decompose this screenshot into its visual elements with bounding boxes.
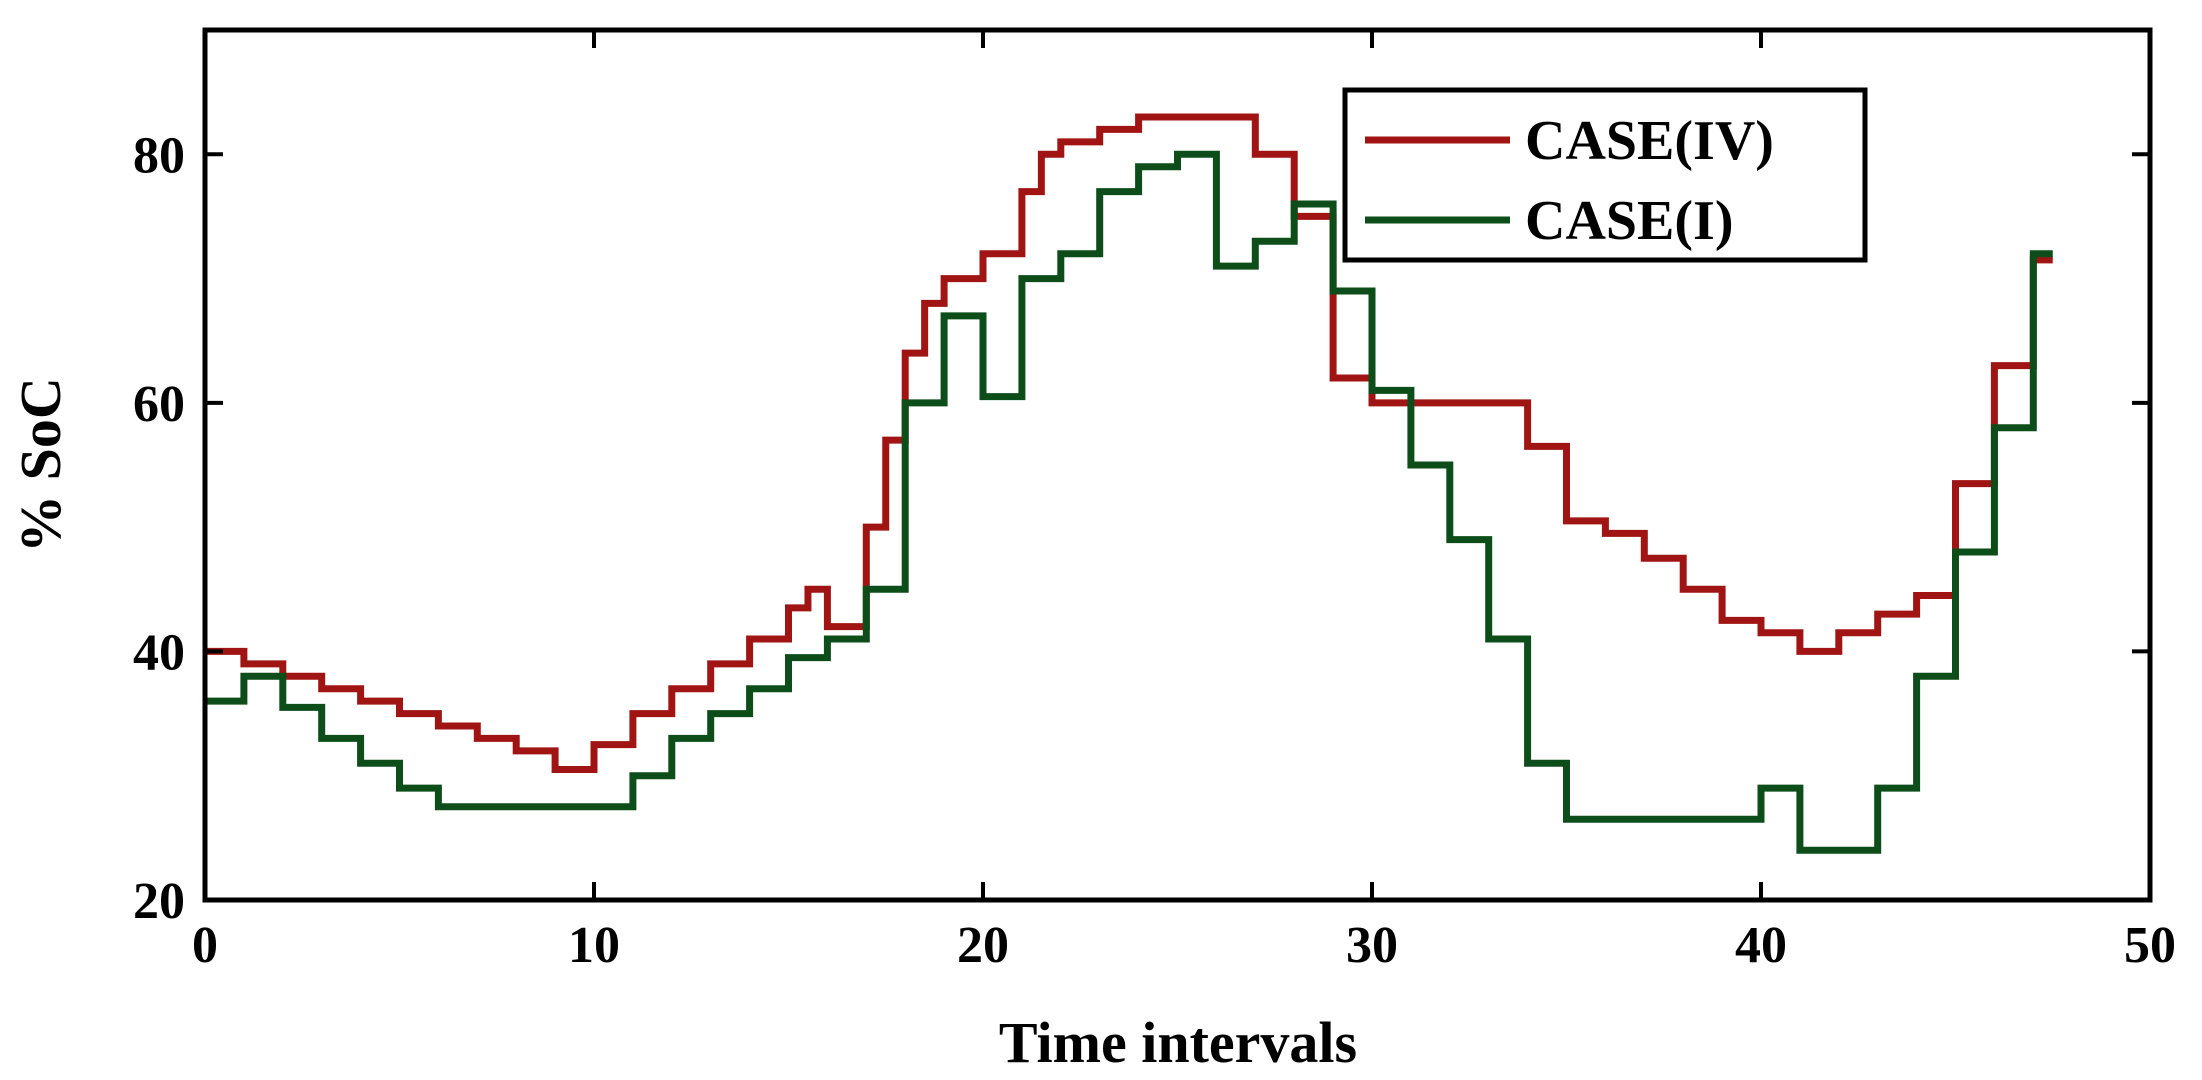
- series-line-case-iv: [205, 113, 2053, 773]
- y-axis-title: % SoC: [8, 377, 73, 553]
- y-tick-label: 60: [133, 376, 185, 433]
- x-axis-title: Time intervals: [999, 1010, 1357, 1075]
- series-line-case-i: [205, 150, 2053, 854]
- y-tick-label: 80: [133, 127, 185, 184]
- legend-box: [1342, 87, 1868, 263]
- y-tick-label: 20: [133, 873, 185, 930]
- plot-frame: [202, 27, 2153, 903]
- x-tick-label: 50: [2124, 917, 2176, 974]
- y-tick-label: 40: [133, 624, 185, 681]
- x-axis: 0 10 20 30 40 50: [192, 30, 2176, 974]
- x-tick-label: 40: [1735, 917, 1787, 974]
- plot-area: [205, 113, 2053, 854]
- legend-label-case-iv: CASE(IV): [1525, 110, 1774, 172]
- x-tick-label: 30: [1346, 917, 1398, 974]
- legend: CASE(IV) CASE(I): [1342, 87, 1868, 263]
- x-tick-label: 20: [957, 917, 1009, 974]
- legend-label-case-i: CASE(I): [1525, 190, 1733, 252]
- x-tick-label: 0: [192, 917, 218, 974]
- y-axis: 20 40 60 80: [133, 127, 2150, 930]
- x-tick-label: 10: [568, 917, 620, 974]
